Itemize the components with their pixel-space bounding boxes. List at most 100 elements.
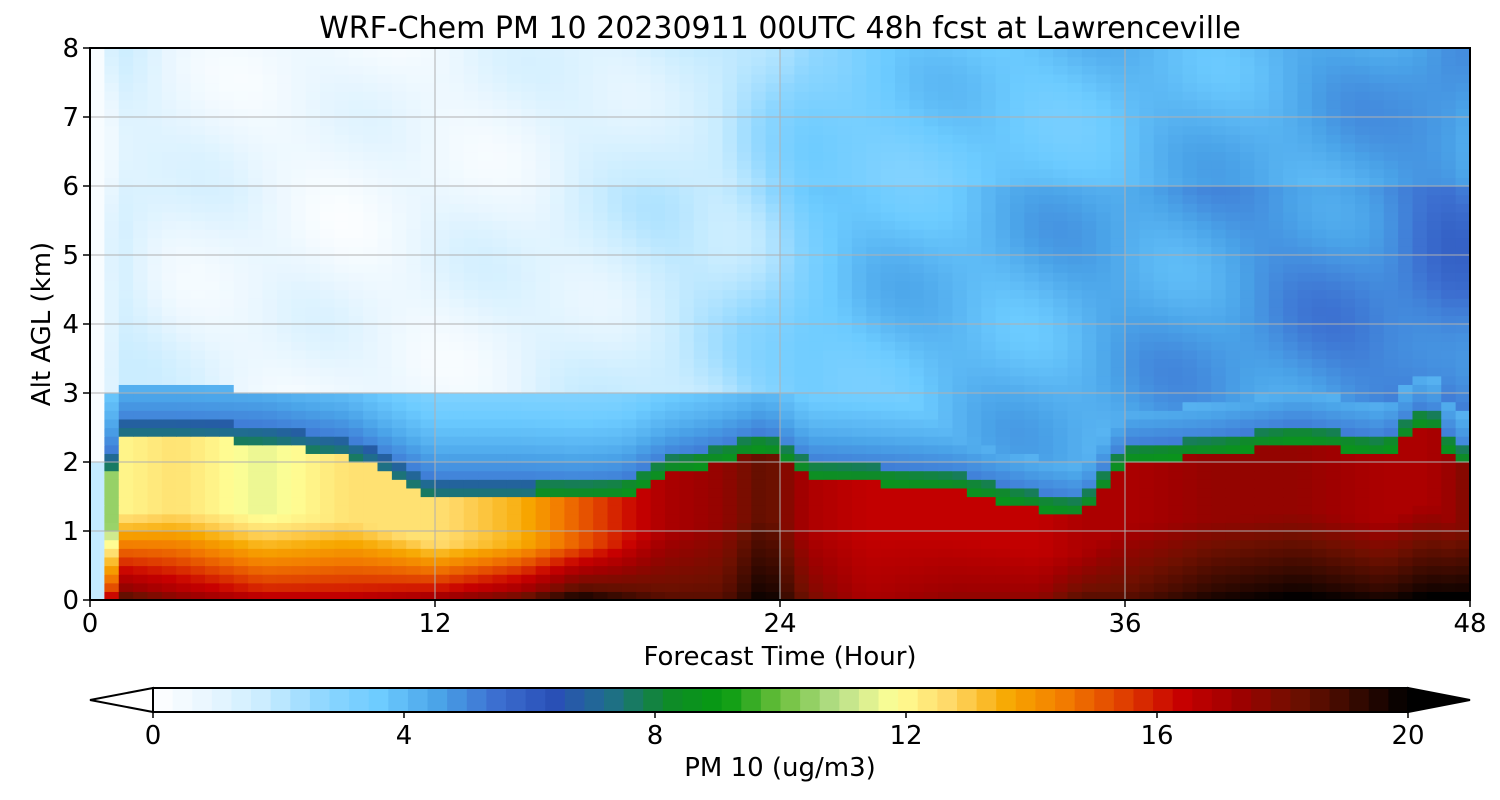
heatmap-cell [981, 444, 997, 454]
heatmap-cell [90, 332, 105, 342]
heatmap-cell [593, 556, 609, 567]
heatmap-cell [420, 367, 436, 377]
heatmap-cell [1355, 289, 1370, 299]
heatmap-cell [1326, 246, 1342, 256]
heatmap-cell [291, 479, 307, 489]
heatmap-cell [823, 531, 839, 541]
heatmap-cell [219, 315, 235, 325]
heatmap-cell [334, 574, 350, 584]
heatmap-cell [1053, 487, 1069, 498]
heatmap-cell [1153, 358, 1169, 368]
heatmap-cell [1311, 263, 1327, 273]
heatmap-cell [1383, 186, 1399, 196]
heatmap-cell [320, 280, 335, 291]
heatmap-cell [966, 470, 982, 480]
heatmap-cell [1283, 418, 1299, 429]
heatmap-cell [506, 531, 522, 541]
heatmap-cell [1340, 565, 1356, 575]
heatmap-cell [406, 211, 422, 222]
heatmap-cell [751, 168, 767, 178]
heatmap-cell [1211, 341, 1227, 351]
heatmap-cell [1412, 582, 1428, 592]
heatmap-cell [1383, 272, 1399, 282]
heatmap-cell [276, 462, 292, 472]
heatmap-cell [708, 591, 724, 600]
heatmap-cell [722, 539, 738, 549]
heatmap-cell [1355, 177, 1370, 187]
heatmap-cell [1426, 531, 1442, 541]
heatmap-cell [1311, 289, 1327, 299]
heatmap-cell [1125, 531, 1140, 541]
heatmap-cell [90, 263, 105, 273]
heatmap-cell [1053, 410, 1069, 420]
heatmap-cell [578, 393, 594, 403]
heatmap-cell [248, 220, 264, 230]
heatmap-cell [895, 332, 910, 342]
heatmap-cell [650, 151, 666, 161]
heatmap-cell [578, 168, 594, 178]
heatmap-cell [176, 194, 192, 204]
heatmap-cell [161, 556, 177, 567]
heatmap-cell [535, 375, 551, 385]
heatmap-cell [693, 332, 709, 342]
heatmap-cell [736, 272, 752, 282]
heatmap-cell [420, 211, 436, 222]
heatmap-cell [1340, 186, 1356, 196]
heatmap-cell [693, 496, 709, 506]
heatmap-cell [550, 289, 565, 299]
heatmap-cell [1441, 168, 1457, 178]
heatmap-cell [276, 280, 292, 291]
heatmap-cell [1326, 306, 1342, 316]
heatmap-cell [665, 384, 680, 394]
heatmap-cell [880, 539, 896, 549]
heatmap-cell [909, 220, 925, 230]
heatmap-cell [1024, 591, 1040, 600]
heatmap-cell [837, 556, 853, 567]
heatmap-cell [866, 513, 882, 523]
heatmap-cell [679, 565, 695, 575]
heatmap-cell [348, 418, 364, 429]
heatmap-cell [938, 168, 954, 178]
heatmap-cell [952, 505, 968, 515]
heatmap-cell [1326, 453, 1342, 463]
heatmap-cell [1053, 496, 1069, 506]
heatmap-cell [765, 246, 781, 256]
heatmap-cell [1268, 237, 1284, 247]
heatmap-cell [205, 453, 220, 463]
heatmap-cell [506, 436, 522, 446]
heatmap-cell [1412, 410, 1428, 420]
heatmap-cell [607, 306, 623, 316]
heatmap-cell [492, 574, 508, 584]
heatmap-cell [435, 237, 450, 247]
heatmap-cell [866, 401, 882, 411]
heatmap-cell [665, 341, 680, 351]
heatmap-cell [1254, 531, 1270, 541]
heatmap-cell [1096, 487, 1112, 498]
heatmap-cell [435, 582, 450, 592]
heatmap-cell [133, 539, 149, 549]
heatmap-cell [593, 470, 609, 480]
heatmap-cell [621, 306, 637, 316]
heatmap-cell [1225, 263, 1241, 273]
heatmap-cell [1240, 151, 1255, 161]
heatmap-cell [665, 315, 680, 325]
heatmap-cell [463, 255, 479, 265]
heatmap-cell [995, 298, 1011, 308]
heatmap-cell [463, 496, 479, 506]
heatmap-cell [1081, 151, 1097, 161]
heatmap-cell [248, 556, 264, 567]
heatmap-cell [478, 220, 494, 230]
heatmap-cell [276, 375, 292, 385]
heatmap-cell [823, 203, 839, 213]
heatmap-cell [607, 522, 623, 532]
heatmap-cell [938, 280, 954, 291]
heatmap-cell [1067, 211, 1083, 222]
heatmap-cell [1196, 324, 1212, 334]
heatmap-cell [952, 246, 968, 256]
heatmap-cell [377, 332, 393, 342]
heatmap-cell [665, 211, 680, 222]
heatmap-cell [291, 418, 307, 429]
heatmap-cell [1067, 487, 1083, 498]
heatmap-cell [1311, 548, 1327, 558]
heatmap-cell [219, 487, 235, 498]
